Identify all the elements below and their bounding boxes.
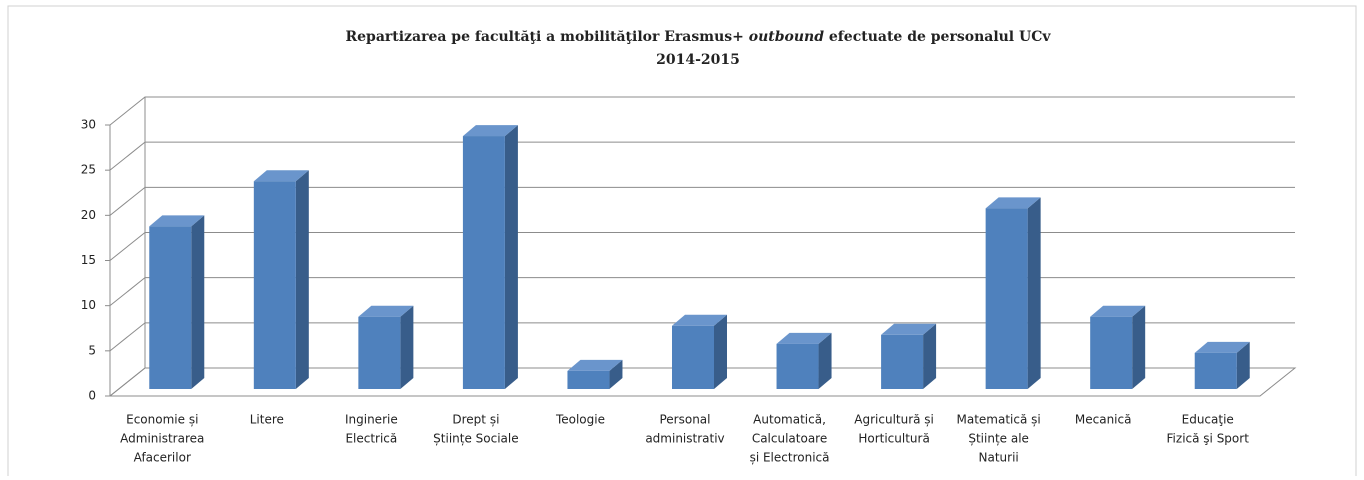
x-tick-label: Personal <box>659 413 710 427</box>
y-tick-label: 0 <box>88 389 96 403</box>
x-tick-label: Horticultură <box>858 432 929 446</box>
bar <box>149 215 205 389</box>
x-tick-label: Naturii <box>979 451 1019 465</box>
bar <box>1090 305 1146 389</box>
bar-top <box>776 332 832 344</box>
bar-top <box>567 359 623 371</box>
bar-front <box>1194 352 1237 389</box>
bar-side <box>191 215 205 389</box>
x-tick-label: Fizică şi Sport <box>1167 432 1250 446</box>
bar-front <box>567 370 610 389</box>
y-tick-label: 10 <box>81 298 96 312</box>
x-tick-label: Electrică <box>345 432 397 446</box>
bar-front <box>462 136 505 389</box>
bar-side <box>1132 305 1146 389</box>
bar-front <box>985 208 1028 389</box>
grid-line <box>109 186 1295 216</box>
bar-top <box>462 125 518 137</box>
chart-border <box>7 5 1357 476</box>
x-tick-label: Economie și <box>126 413 198 427</box>
chart-title: Repartizarea pe facultăţi a mobilităţilo… <box>345 29 1051 45</box>
x-tick-label: Mecanică <box>1075 413 1132 427</box>
grid-line <box>109 322 1295 352</box>
x-tick-label: Teologie <box>555 413 605 427</box>
y-tick-label: 25 <box>81 163 96 177</box>
x-tick-label: Educaţie <box>1182 413 1234 427</box>
bar-front <box>881 334 924 389</box>
x-tick-label: Agricultură și <box>854 413 934 427</box>
bar <box>1194 341 1250 389</box>
bar <box>881 323 937 389</box>
bar <box>462 125 518 390</box>
bar <box>358 305 414 389</box>
y-tick-label: 20 <box>81 208 96 222</box>
bar-side <box>923 323 937 389</box>
bar <box>672 314 727 389</box>
bar-side <box>400 305 414 389</box>
grid-line <box>109 232 1295 261</box>
x-tick-label: Afacerilor <box>134 451 191 465</box>
grid-line <box>109 277 1295 307</box>
bar-side <box>609 359 623 389</box>
bar-top <box>985 197 1041 209</box>
bar-front <box>1090 316 1133 389</box>
bar-top <box>672 314 727 326</box>
x-tick-label: Științe ale <box>968 432 1029 446</box>
bar-side <box>714 314 727 389</box>
x-tick-label: Matematică și <box>957 413 1041 427</box>
bar-top <box>881 323 937 335</box>
bar-front <box>149 226 192 389</box>
y-tick-label: 5 <box>88 343 96 357</box>
bar-front <box>253 181 296 389</box>
bar-top <box>253 170 309 182</box>
x-tick-label: Drept și <box>452 413 499 427</box>
bar <box>985 197 1041 389</box>
x-tick-label: Automatică, <box>753 413 826 427</box>
bar-side <box>1027 197 1041 389</box>
bar <box>567 359 623 389</box>
x-tick-label: Administrarea <box>120 432 204 446</box>
x-tick-label: administrativ <box>645 432 724 446</box>
x-tick-label: Inginerie <box>345 413 398 427</box>
bar-front <box>776 343 819 389</box>
title-part: outbound <box>749 29 824 45</box>
x-tick-label: Litere <box>250 413 284 427</box>
grid-line <box>109 141 1295 171</box>
bar-side <box>504 125 518 390</box>
bar <box>253 170 309 389</box>
bar-side <box>295 170 309 389</box>
grid-line <box>109 96 1295 126</box>
bar-side <box>1236 341 1250 389</box>
bar-front <box>358 316 401 389</box>
x-tick-label: și Electronică <box>750 451 830 465</box>
x-tick-label: Calculatoare <box>752 432 827 446</box>
bar-side <box>818 332 832 389</box>
bar <box>776 332 832 389</box>
title-part: efectuate de personalul UCv <box>824 29 1051 45</box>
bar-top <box>358 305 414 317</box>
title-part: Repartizarea pe facultăţi a mobilităţilo… <box>345 29 748 45</box>
y-tick-label: 15 <box>81 253 96 267</box>
bar-top <box>1090 305 1146 317</box>
bar-top <box>149 215 205 227</box>
bar-front <box>672 325 714 389</box>
y-tick-label: 30 <box>81 118 96 132</box>
chart-subtitle: 2014-2015 <box>656 52 740 68</box>
bar-top <box>1194 341 1250 353</box>
x-tick-label: Științe Sociale <box>433 432 518 446</box>
